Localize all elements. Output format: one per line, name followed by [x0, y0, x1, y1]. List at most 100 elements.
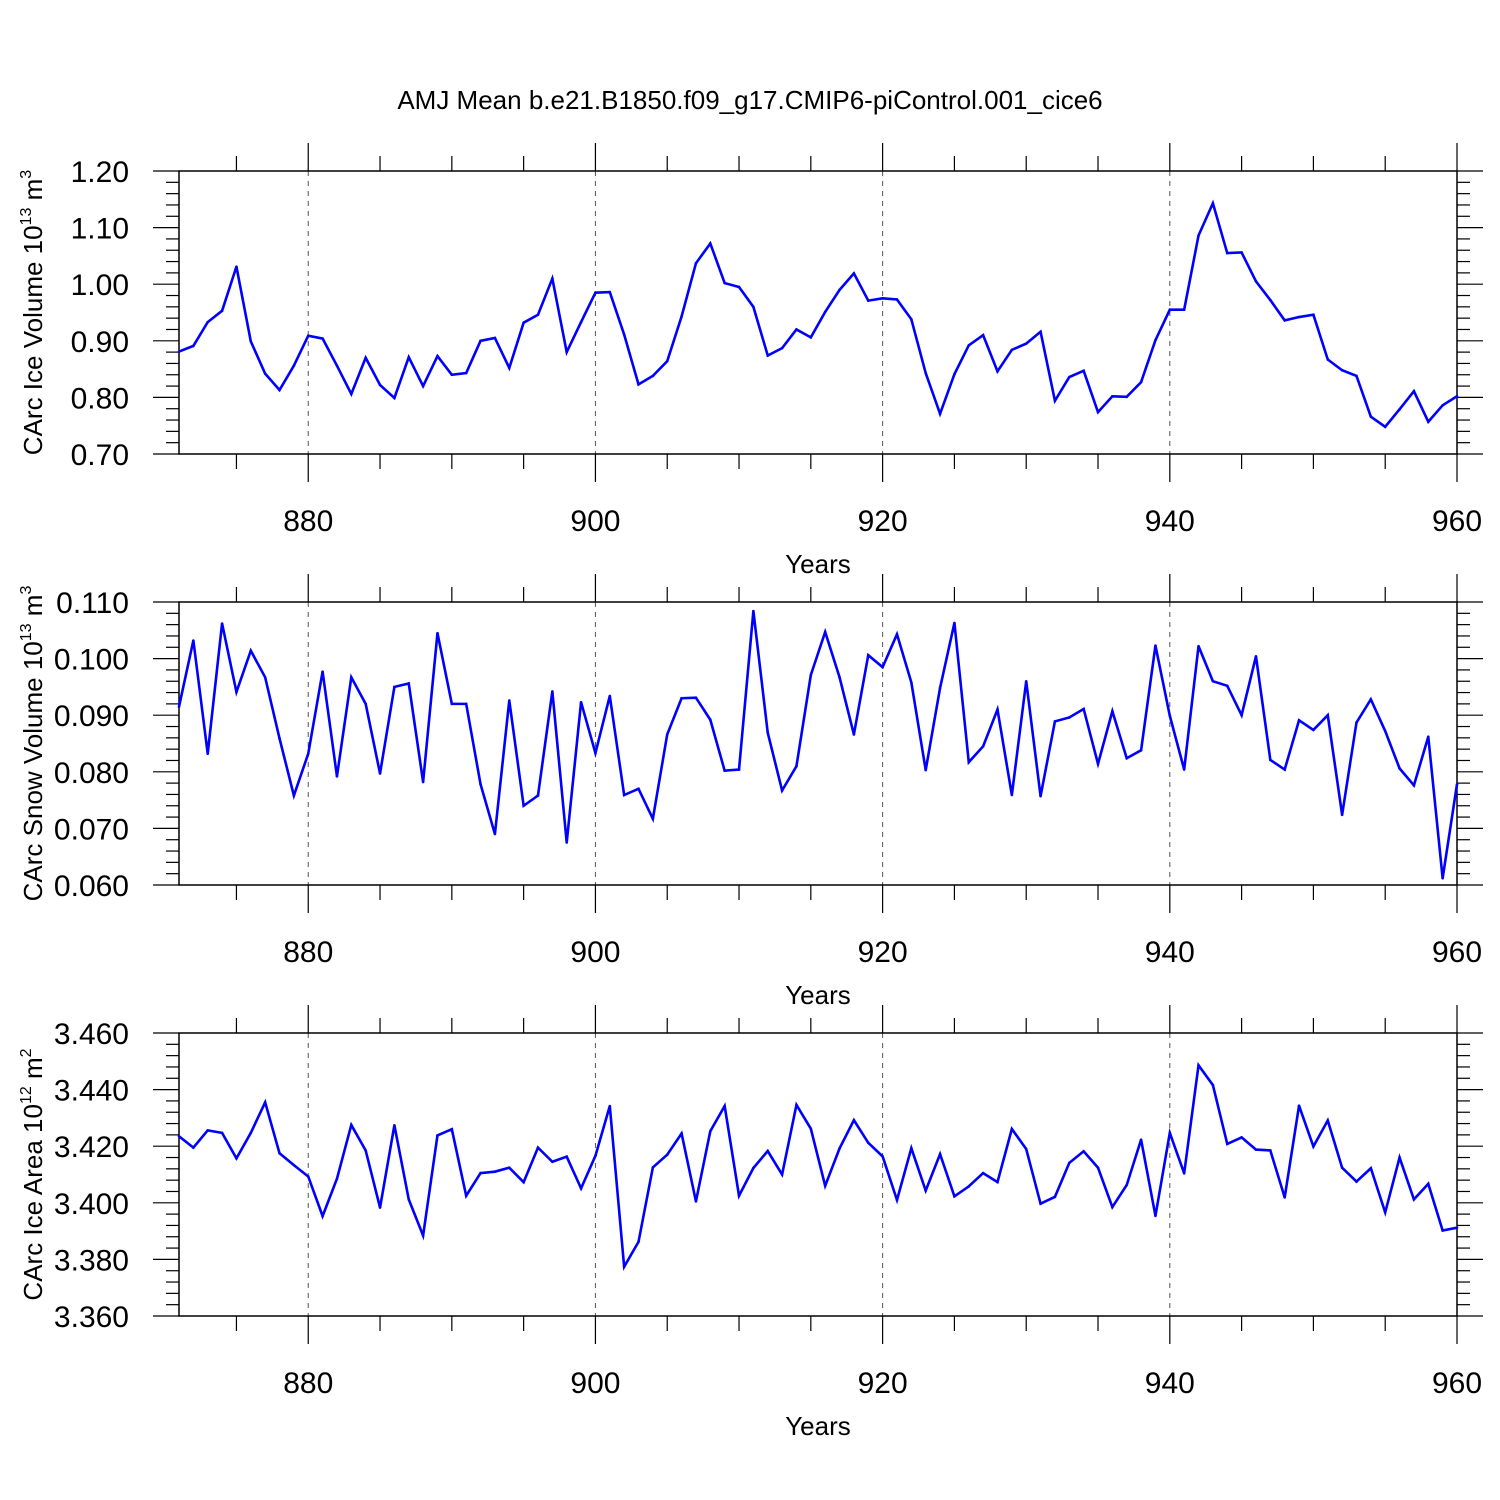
data-point: [737, 768, 741, 771]
data-point: [809, 336, 813, 339]
data-point: [967, 344, 971, 347]
data-point: [565, 350, 569, 354]
data-point: [321, 670, 324, 673]
data-point: [1053, 399, 1057, 403]
data-point: [967, 760, 971, 764]
data-point: [1312, 1145, 1315, 1148]
data-point: [1211, 201, 1215, 205]
data-point: [1111, 709, 1114, 713]
data-point: [1412, 389, 1416, 393]
data-point: [536, 313, 540, 317]
data-point: [1096, 410, 1100, 414]
data-point: [1010, 793, 1014, 797]
data-point: [235, 1157, 238, 1160]
data-point: [823, 1184, 827, 1188]
data-point: [1082, 707, 1085, 711]
x-tick-label: 920: [858, 1367, 908, 1400]
data-point: [1369, 415, 1373, 418]
data-point: [1053, 720, 1057, 723]
x-tick-label: 900: [570, 936, 620, 969]
data-point: [1111, 394, 1114, 398]
data-point: [364, 356, 367, 360]
data-point: [1024, 342, 1028, 345]
plot-frame: [178, 170, 1458, 455]
data-point: [780, 789, 784, 792]
data-point: [651, 374, 655, 378]
data-point: [364, 702, 367, 706]
x-tick-label: 900: [570, 505, 620, 538]
data-point: [1211, 1083, 1215, 1087]
data-point: [895, 298, 899, 301]
x-tick-label: 880: [283, 505, 333, 538]
data-point: [809, 673, 813, 677]
data-point: [536, 1146, 540, 1149]
data-point: [220, 309, 224, 313]
data-point: [938, 412, 942, 416]
data-point: [637, 383, 640, 386]
data-point: [723, 281, 726, 285]
data-point: [278, 737, 281, 740]
data-point: [1455, 782, 1459, 786]
data-point: [1297, 1104, 1301, 1108]
data-point: [895, 1198, 899, 1202]
data-point: [565, 841, 569, 844]
data-point: [335, 364, 339, 368]
data-point: [1398, 1156, 1401, 1159]
data-point: [1326, 358, 1330, 361]
data-point: [881, 1155, 884, 1158]
data-point: [522, 321, 525, 324]
y-tick-label: 0.80: [71, 382, 129, 415]
data-point: [249, 1131, 253, 1135]
data-point: [608, 290, 612, 294]
data-point: [1355, 374, 1358, 378]
figure-title: AMJ Mean b.e21.B1850.f09_g17.CMIP6-piCon…: [397, 85, 1102, 115]
data-point: [608, 1104, 612, 1108]
x-axis-title: Years: [785, 549, 851, 579]
data-point: [594, 1154, 597, 1158]
data-point: [953, 621, 956, 625]
data-point: [1426, 735, 1430, 739]
data-point: [680, 315, 683, 318]
data-point: [278, 1151, 281, 1155]
data-point: [1455, 1226, 1459, 1230]
data-point: [766, 1149, 770, 1153]
data-point: [823, 630, 827, 634]
y-axis-title: CArc Snow Volume 1013 m3: [18, 586, 48, 902]
data-point: [350, 675, 353, 679]
data-point: [1154, 1214, 1157, 1218]
data-point: [1039, 1202, 1042, 1205]
data-point: [551, 277, 554, 280]
data-point: [1369, 698, 1373, 701]
data-point: [1225, 251, 1229, 255]
data-point: [1283, 319, 1286, 322]
data-point: [881, 297, 884, 300]
x-tick-label: 960: [1432, 1367, 1482, 1400]
data-point: [1455, 394, 1459, 398]
data-point: [177, 350, 181, 353]
data-point: [292, 1163, 296, 1167]
data-point: [263, 675, 267, 679]
data-point: [723, 769, 726, 772]
data-point: [1096, 1166, 1100, 1170]
y-tick-label: 0.090: [54, 700, 129, 733]
data-point: [594, 291, 597, 294]
data-point: [665, 733, 669, 736]
data-point: [1312, 728, 1315, 732]
x-tick-label: 940: [1145, 1367, 1195, 1400]
data-point: [766, 354, 770, 357]
data-point: [1024, 1147, 1028, 1151]
y-tick-label: 0.060: [54, 870, 129, 903]
y-tick-label: 1.10: [71, 213, 129, 246]
data-point: [1269, 298, 1272, 302]
data-point: [709, 242, 712, 245]
data-point: [780, 346, 784, 350]
data-point: [953, 1194, 956, 1198]
data-point: [192, 639, 195, 642]
data-point: [953, 372, 956, 376]
data-point: [1168, 1131, 1172, 1135]
data-point: [1197, 234, 1200, 237]
data-point: [1297, 315, 1301, 319]
data-point: [694, 696, 698, 699]
data-point: [1125, 756, 1129, 760]
